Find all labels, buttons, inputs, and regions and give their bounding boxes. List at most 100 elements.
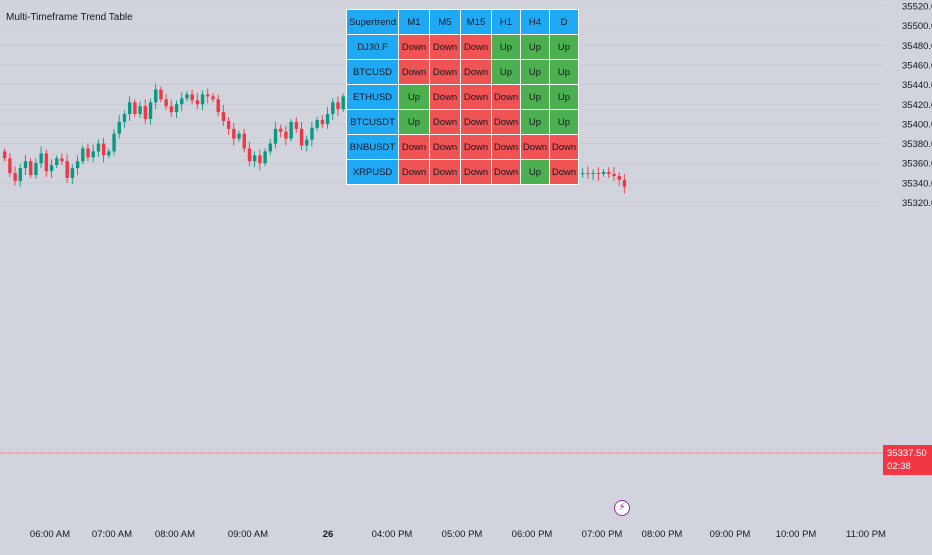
- trend-cell: Down: [460, 59, 492, 85]
- candle-body: [305, 139, 309, 146]
- candle-body: [247, 148, 252, 162]
- header-d: D: [549, 9, 579, 35]
- price-label: 35320.00: [902, 198, 932, 209]
- trend-cell: Up: [549, 34, 579, 60]
- trend-cell: Down: [429, 34, 461, 60]
- candle-body: [596, 173, 601, 175]
- candle-body: [331, 102, 335, 115]
- candle-body: [18, 168, 23, 181]
- trend-cell: Down: [491, 109, 521, 135]
- candle-body: [169, 106, 174, 113]
- candle-body: [341, 96, 345, 110]
- trend-cell: Down: [491, 159, 521, 185]
- trend-cell: Down: [398, 34, 430, 60]
- candle-body: [8, 158, 12, 174]
- candle-body: [91, 151, 95, 158]
- trend-cell: Down: [549, 159, 579, 185]
- trend-cell: Down: [429, 109, 461, 135]
- candle-body: [70, 168, 75, 178]
- trend-cell: Down: [429, 159, 461, 185]
- symbol-cell: BNBUSDT: [346, 134, 399, 160]
- candle-body: [586, 173, 590, 175]
- last-price-value: 35337.50: [887, 448, 927, 459]
- candle-body: [122, 114, 127, 122]
- candle-body: [252, 155, 257, 162]
- trend-cell: Up: [491, 34, 521, 60]
- candle-body: [273, 128, 278, 144]
- candle-body: [107, 151, 111, 156]
- candle-body: [29, 161, 33, 175]
- candle-body: [263, 151, 267, 164]
- candle-body: [607, 172, 611, 175]
- trend-cell: Up: [549, 84, 579, 110]
- candle-body: [180, 98, 184, 105]
- symbol-cell: ETHUSD: [346, 84, 399, 110]
- candle-body: [299, 128, 304, 146]
- time-label: 26: [323, 529, 334, 540]
- time-label: 07:00 PM: [582, 529, 623, 540]
- bar-countdown: 02:38: [887, 461, 911, 472]
- lightning-icon[interactable]: ⚡: [614, 500, 630, 516]
- candle-body: [81, 148, 85, 162]
- trend-cell: Up: [520, 84, 550, 110]
- price-label: 35460.00: [902, 60, 932, 71]
- candle-body: [601, 172, 606, 175]
- trend-cell: Down: [429, 59, 461, 85]
- trend-cell: Down: [460, 109, 492, 135]
- trend-cell: Down: [398, 159, 430, 185]
- trend-row: BTCUSD Down Down Down Up Up Up: [346, 59, 579, 85]
- trend-cell: Down: [491, 134, 521, 160]
- price-label: 35420.00: [902, 100, 932, 111]
- trend-cell: Down: [460, 134, 492, 160]
- time-axis[interactable]: 06:00 AM 07:00 AM 08:00 AM 09:00 AM 26 04:00 …: [30, 529, 886, 540]
- time-label: 07:00 AM: [92, 529, 132, 540]
- header-h4: H4: [520, 9, 550, 35]
- candle-body: [23, 161, 28, 169]
- candle-body: [86, 148, 90, 158]
- candle-body: [325, 114, 330, 124]
- trend-row: XRPUSD Down Down Down Down Up Down: [346, 159, 579, 185]
- candle-body: [65, 161, 69, 178]
- time-label: 05:00 PM: [442, 529, 483, 540]
- trend-cell: Down: [429, 84, 461, 110]
- candle-body: [237, 133, 241, 139]
- candle-body: [3, 151, 7, 159]
- candle-body: [216, 99, 220, 113]
- candle-body: [206, 94, 210, 97]
- candle-body: [13, 173, 17, 181]
- trend-row: ETHUSD Up Down Down Down Up Up: [346, 84, 579, 110]
- candle-body: [174, 104, 179, 113]
- candle-body: [164, 99, 168, 107]
- candle-body: [55, 158, 59, 166]
- price-label: 35500.00: [902, 21, 932, 32]
- candle-body: [581, 173, 585, 175]
- candle-body: [284, 131, 288, 139]
- time-label: 10:00 PM: [776, 529, 817, 540]
- candle-body: [159, 89, 163, 100]
- price-scale[interactable]: 35520.00 35500.00 35480.00 35460.00 35440.00…: [902, 2, 932, 210]
- trend-cell: Down: [520, 134, 550, 160]
- indicator-title[interactable]: Multi-Timeframe Trend Table: [6, 12, 133, 23]
- header-m1: M1: [398, 9, 430, 35]
- candle-body: [612, 174, 616, 176]
- candle-body: [242, 133, 246, 149]
- time-label: 04:00 PM: [372, 529, 413, 540]
- candle-body: [190, 94, 194, 101]
- candle-body: [39, 153, 43, 164]
- last-price-tag: 35337.50 02:38: [883, 445, 932, 475]
- candle-body: [44, 153, 49, 172]
- candle-body: [336, 102, 340, 110]
- candle-body: [75, 161, 80, 169]
- trend-cell: Down: [460, 34, 492, 60]
- candle-body: [258, 155, 262, 164]
- trend-cell: Up: [549, 109, 579, 135]
- candle-body: [112, 133, 116, 152]
- trend-cell: Up: [520, 159, 550, 185]
- time-label: 08:00 PM: [642, 529, 683, 540]
- time-label: 06:00 AM: [30, 529, 70, 540]
- symbol-cell: DJ30.F: [346, 34, 399, 60]
- candle-body: [232, 128, 236, 139]
- candle-body: [310, 127, 314, 140]
- candle-body: [148, 102, 153, 119]
